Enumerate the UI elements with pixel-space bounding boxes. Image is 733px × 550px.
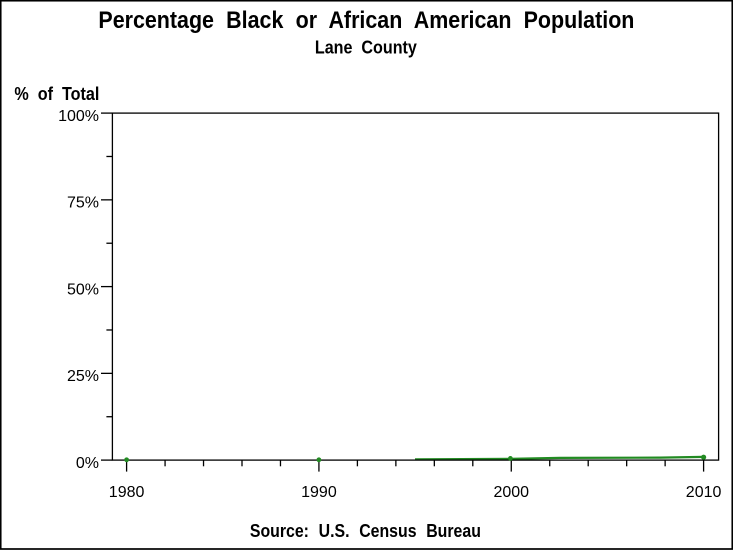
svg-text:2000: 2000 bbox=[493, 484, 529, 501]
svg-text:% of Total: % of Total bbox=[14, 84, 99, 104]
svg-text:Percentage Black or African Am: Percentage Black or African American Pop… bbox=[98, 7, 634, 34]
svg-text:2010: 2010 bbox=[686, 484, 722, 501]
svg-text:75%: 75% bbox=[67, 195, 99, 212]
svg-text:1990: 1990 bbox=[301, 484, 337, 501]
svg-text:1980: 1980 bbox=[109, 484, 145, 501]
svg-text:Lane County: Lane County bbox=[315, 38, 417, 58]
svg-text:Source: U.S. Census Bureau: Source: U.S. Census Bureau bbox=[250, 521, 481, 541]
svg-text:0%: 0% bbox=[76, 455, 99, 472]
svg-text:100%: 100% bbox=[58, 108, 99, 125]
svg-text:25%: 25% bbox=[67, 368, 99, 385]
svg-text:50%: 50% bbox=[67, 281, 99, 298]
